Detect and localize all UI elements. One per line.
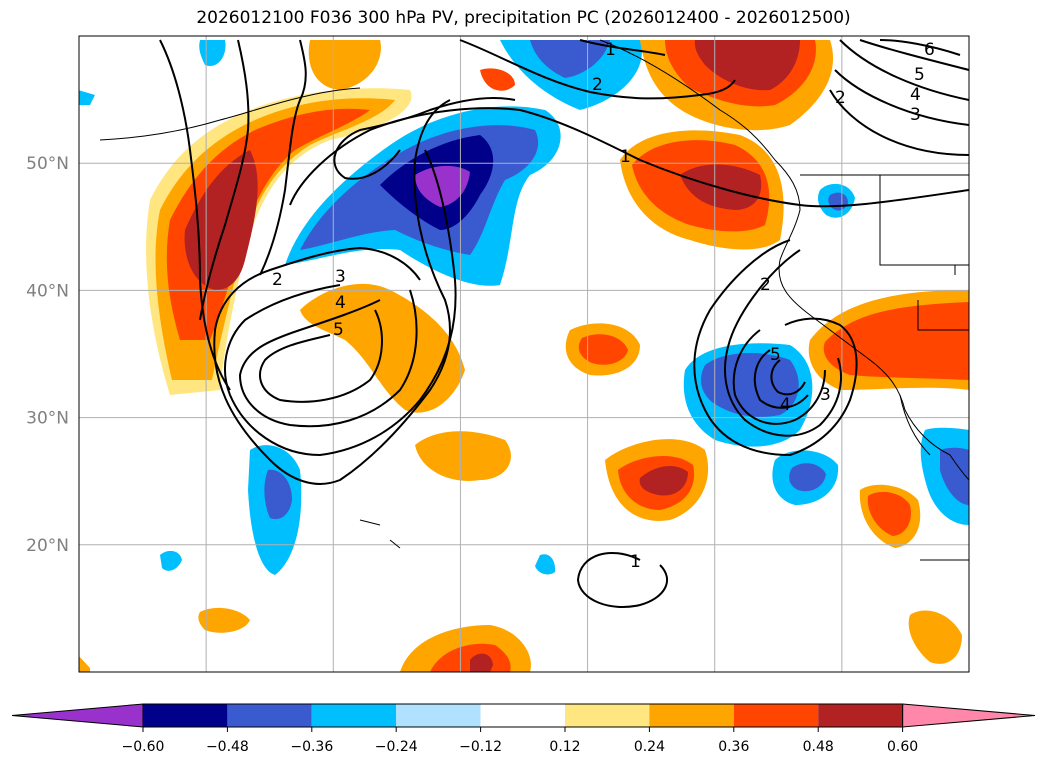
colorbar-box [227,704,312,727]
colorbar-extend-low [11,703,144,728]
colorbar-tick-label: −0.48 [206,739,249,755]
contour-label: 3 [335,267,346,287]
contour-label: 2 [760,275,771,295]
colorbar-tick-label: 0.60 [887,739,918,755]
colorbar-box [143,704,228,727]
contour-label: 2 [592,75,603,95]
contour-label: 1 [620,147,631,167]
contour-label: 4 [335,293,346,313]
contour-label: 5 [770,345,781,365]
contour-label: 5 [333,320,344,340]
contour-label: 5 [914,65,925,85]
latitude-tick-label: 30°N [26,409,69,429]
colorbar-box [649,704,734,727]
colorbar-tick-label: 0.48 [803,739,834,755]
latitude-tick-label: 40°N [26,281,69,301]
map-frame [78,35,970,673]
graticule [79,36,969,672]
colorbar-box [818,704,903,727]
colorbar-box [311,704,397,727]
colorbar-box [565,704,650,727]
colorbar-tick-label: 0.12 [549,739,580,755]
contour-labels: 1 2 1 2 3 4 5 2 5 4 3 1 6 5 4 3 2 [272,40,935,572]
colorbar-tick-label: −0.12 [459,739,502,755]
colorbar-outline [142,703,904,728]
pv-contours [159,39,969,609]
colorbar-extend-high [902,703,1036,728]
contour-label: 1 [605,40,616,60]
colorbar-box [733,704,819,727]
contour-label: 4 [910,85,921,105]
latitude-tick-label: 20°N [26,536,69,556]
latitude-tick-label: 50°N [26,154,69,174]
colorbar-tick-label: −0.24 [375,739,418,755]
contour-label: 6 [924,40,935,60]
colorbar-tick-label: 0.36 [718,739,749,755]
contour-label: 2 [835,88,846,108]
colorbar-tick-label: 0.24 [634,739,665,755]
map-title: 2026012100 F036 300 hPa PV, precipitatio… [196,8,851,28]
coastlines [99,39,969,561]
colorbar-tick-label: −0.60 [122,739,165,755]
pv-precip-map: 1 2 1 2 3 4 5 2 5 4 3 1 6 5 4 3 2 170°W1… [26,35,970,673]
contour-label: 1 [630,552,641,572]
colorbar-box [396,704,481,727]
contour-label: 3 [910,105,921,125]
precip-anomaly-fills [79,40,969,672]
latitude-tick-labels: 50°N 40°N 30°N 20°N [26,154,69,556]
contour-label: 2 [272,270,283,290]
contour-label: 3 [820,385,831,405]
colorbar-box [480,704,565,727]
contour-label: 4 [780,395,791,415]
colorbar-tick-label: −0.36 [290,739,333,755]
